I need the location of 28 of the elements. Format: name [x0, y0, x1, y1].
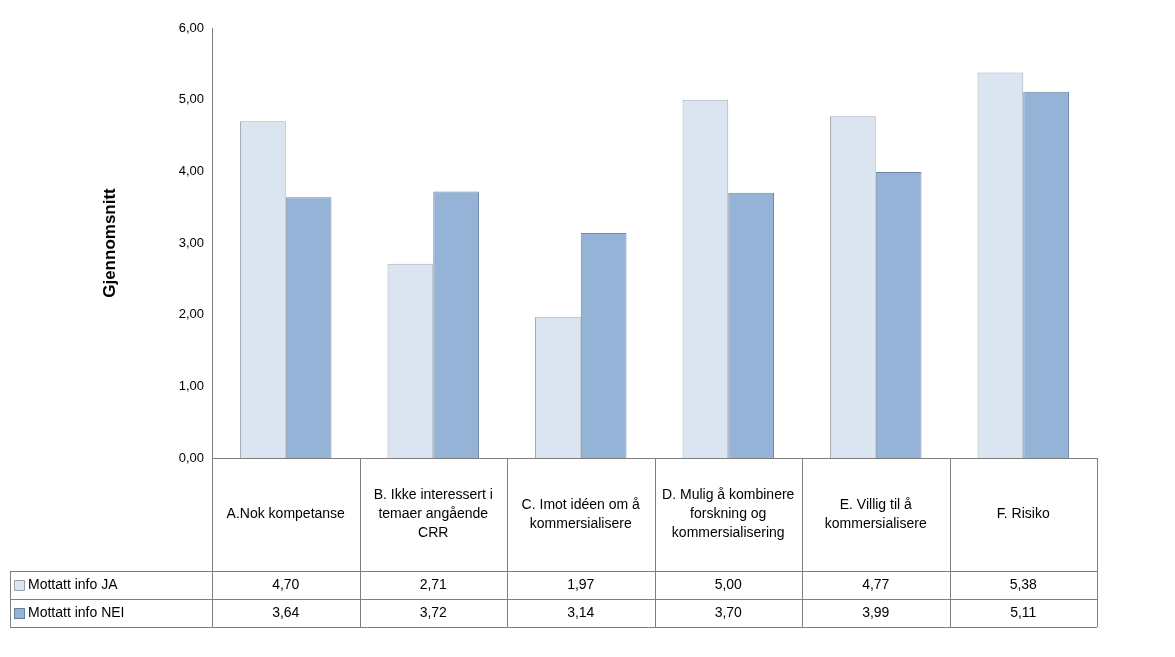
data-label: 4,77	[862, 575, 890, 592]
y-tick-label: 0,00	[178, 449, 204, 465]
y-tick-label: 3,00	[178, 234, 204, 250]
x-tick-label: B. Ikke interessert i temaer angående CRR	[373, 486, 493, 541]
data-label: 1,97	[567, 575, 595, 592]
legend-label: Mottatt info NEI	[28, 603, 125, 620]
data-label: 3,99	[862, 603, 890, 620]
x-tick-label: F. Risiko	[996, 505, 1050, 522]
data-label: 3,14	[567, 603, 595, 620]
x-tick-label: C. Imot idéen om å kommersialisere	[521, 495, 641, 531]
x-tick-label: D. Mulig å kombinere forskning og kommersialisering	[662, 486, 795, 541]
data-label: 3,72	[419, 603, 448, 620]
y-tick-label: 2,00	[178, 306, 204, 322]
y-tick-label: 6,00	[178, 19, 204, 35]
legend-label: Mottatt info JA	[28, 575, 119, 592]
y-tick-label: 5,00	[178, 91, 204, 107]
y-tick-label: 4,00	[178, 162, 204, 178]
data-label: 2,71	[419, 575, 448, 592]
data-label: 5,38	[1009, 575, 1038, 592]
x-tick-label: A.Nok kompetanse	[226, 505, 346, 522]
data-label: 5,11	[1010, 603, 1037, 620]
data-label: 5,00	[714, 575, 743, 592]
data-label: 3,70	[714, 603, 743, 620]
x-tick-label: E. Villig til å kommersialisere	[824, 495, 927, 531]
data-label: 3,64	[272, 603, 300, 620]
y-tick-label: 1,00	[178, 377, 204, 393]
y-axis-title: Gjennomsnitt	[99, 187, 119, 298]
data-label: 4,70	[272, 575, 300, 592]
